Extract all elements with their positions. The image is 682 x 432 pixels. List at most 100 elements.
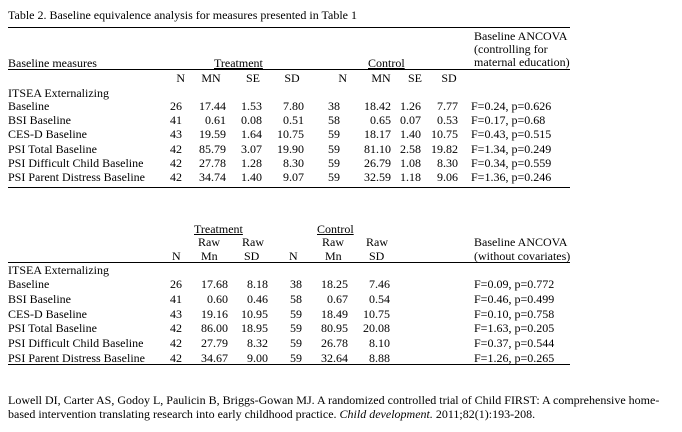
table1-cell-t-mn: 27.78 [199,155,226,170]
table1-row-label: PSI Total Baseline [8,141,97,156]
table2-cell-t-n: 42 [170,321,182,336]
table1-cell-t-n: 42 [170,155,182,170]
table2-cell-t-sd: 10.95 [241,306,268,321]
table1-cell-c-sd: 7.77 [437,99,458,113]
table2-treat-mn-head: Mn [201,249,218,263]
table1-cell-t-mn: 17.44 [199,99,226,113]
table2-row-label: CES-D Baseline [8,306,87,321]
table1-row-label: Baseline [8,99,50,113]
table1-cell-t-n: 42 [170,141,182,156]
table2-group-label: ITSEA Externalizing [8,263,109,277]
table1-cell-c-mn: 18.17 [364,127,391,142]
table2-cell-t-n: 42 [170,351,182,365]
table2-header-rule [8,262,570,263]
table1-row-label: CES-D Baseline [8,127,87,142]
table1-cell-c-sd: 0.53 [437,113,458,128]
table1-cell-c-mn: 81.10 [364,141,391,156]
table2-cell-c-n: 59 [290,306,302,321]
table2-cell-c-n: 59 [290,351,302,365]
table1-col-header: SE [245,71,260,85]
table2-cell-t-mn: 27.79 [201,336,228,351]
table1-col-header: N [176,71,185,85]
table2-cell-t-n: 26 [170,277,182,291]
table1-col-header: N [338,71,347,85]
table1-cell-c-mn: 32.59 [364,170,391,184]
table2-cell-c-sd: 20.08 [363,321,390,336]
table1-cell-c-se: 1.40 [400,127,421,142]
table2-ctrl-mn-head: Mn [325,249,342,263]
table1-col-header: MN [201,71,221,85]
table1-cell-t-se: 1.28 [241,155,262,170]
table1-cell-t-se: 1.40 [241,170,262,184]
table2-ctrl-n-head: N [289,249,298,263]
table2-treat-sd-head: SD [244,249,260,263]
table1-cell-ancova: F=0.24, p=0.626 [471,99,552,113]
table1-cell-c-n: 59 [328,141,340,156]
table1-col-header: MN [371,71,391,85]
table2-cell-c-mn: 32.64 [321,351,348,365]
table1-cell-t-se: 1.53 [241,99,262,113]
table1-cell-t-se: 1.64 [241,127,262,142]
table2-cell-c-mn: 0.67 [327,291,348,306]
table1-cell-c-n: 59 [328,170,340,184]
table1-measures-header: Baseline measures [8,56,97,70]
table2-row-label: Baseline [8,277,50,291]
table1-cell-ancova: F=0.17, p=0.68 [471,113,546,128]
table2-row-label: PSI Total Baseline [8,321,97,336]
table1-cell-t-n: 41 [170,113,182,128]
table2-cell-t-mn: 17.68 [201,277,228,291]
table1-cell-t-sd: 7.80 [283,99,304,113]
table2-cell-t-mn: 86.00 [201,321,228,336]
table1-group-label: ITSEA Externalizing [8,86,109,100]
table2-cell-t-n: 41 [170,291,182,306]
table1-cell-ancova: F=0.34, p=0.559 [471,155,552,170]
table1-cell-c-se: 1.26 [400,99,421,113]
table1-cell-c-se: 1.18 [400,170,421,184]
table1-cell-t-mn: 0.61 [205,113,226,128]
table2-cell-c-sd: 8.88 [369,351,390,365]
table1-cell-c-mn: 18.42 [364,99,391,113]
table1-cell-c-mn: 0.65 [370,113,391,128]
table2-cell-t-sd: 0.46 [247,291,268,306]
table2-cell-c-mn: 18.49 [321,306,348,321]
table1-row-label: PSI Difficult Child Baseline [8,155,144,170]
table1-ancova-header-1: Baseline ANCOVA [474,29,568,43]
table2-cell-c-sd: 8.10 [369,336,390,351]
table2-cell-ancova: F=0.09, p=0.772 [474,277,555,291]
table2-cell-t-mn: 19.16 [201,306,228,321]
table2-ancova-header-2: (without covariates) [474,249,571,263]
table1-treatment-header: Treatment [214,56,263,70]
table2-row-label: PSI Difficult Child Baseline [8,336,144,351]
table2-ctrl-sd-head: SD [369,249,385,263]
table1-cell-c-se: 1.08 [400,155,421,170]
table2-cell-c-n: 59 [290,336,302,351]
table2-row-label: PSI Parent Distress Baseline [8,351,145,365]
table2-cell-c-n: 38 [290,277,302,291]
table1-cell-c-n: 59 [328,127,340,142]
table1-cell-c-sd: 19.82 [431,141,458,156]
table2-treat-n-head: N [172,249,181,263]
table2-cell-t-sd: 9.00 [247,351,268,365]
table1-cell-t-n: 43 [170,127,182,142]
table1-col-header: SE [407,71,422,85]
table1-bottom-rule [8,187,570,188]
table1-header-rule [8,69,570,70]
table1-col-header: SD [441,71,457,85]
table2-cell-c-mn: 80.95 [321,321,348,336]
table1-col-header: SD [284,71,300,85]
table2-cell-c-sd: 0.54 [369,291,390,306]
table2-cell-c-mn: 18.25 [321,277,348,291]
table2-cell-c-mn: 26.78 [321,336,348,351]
table2-row-label: BSI Baseline [8,291,71,306]
table2-treatment-header: Treatment [194,222,243,236]
table1-cell-t-mn: 85.79 [199,141,226,156]
table2-cell-c-n: 59 [290,321,302,336]
citation-volume: 2011;82(1):193-208. [432,407,536,421]
table-caption: Table 2. Baseline equivalence analysis f… [8,8,357,22]
table1-control-header: Control [368,56,405,70]
table2-cell-ancova: F=1.63, p=0.205 [474,321,555,336]
table2-cell-c-sd: 7.46 [369,277,390,291]
table1-ancova-header-3: maternal education) [474,55,570,69]
table1-cell-t-sd: 10.75 [277,127,304,142]
table1-cell-t-sd: 0.51 [283,113,304,128]
